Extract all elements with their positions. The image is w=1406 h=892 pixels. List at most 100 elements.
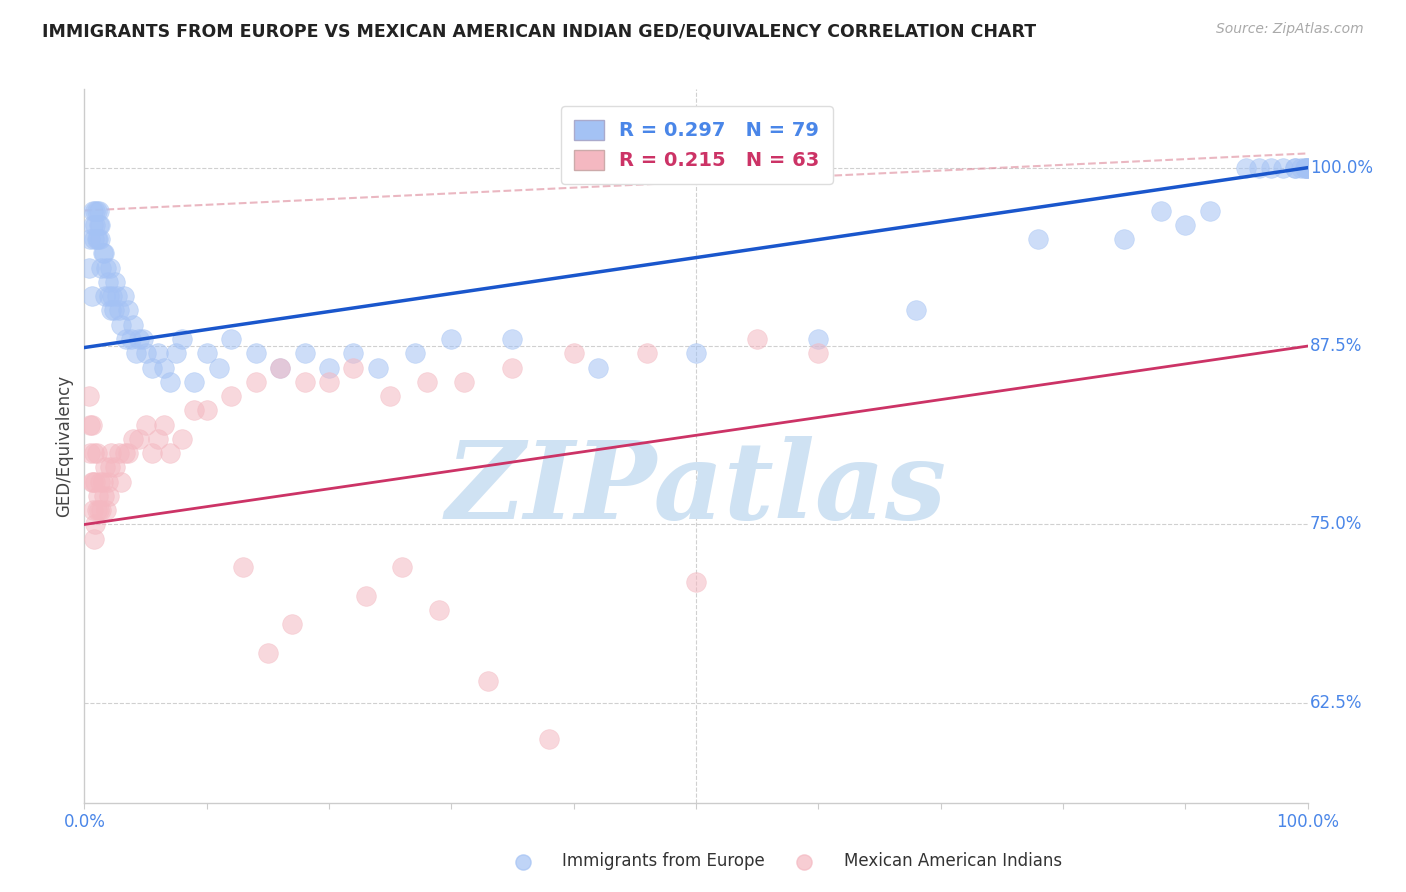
Point [747,332,769,346]
Point [86,232,108,246]
Point [245,346,267,360]
Point [84,517,107,532]
Point [477,674,499,689]
Point [79,446,101,460]
Point [104,460,127,475]
Point [1295,161,1317,175]
Text: IMMIGRANTS FROM EUROPE VS MEXICAN AMERICAN INDIAN GED/EQUIVALENCY CORRELATION CH: IMMIGRANTS FROM EUROPE VS MEXICAN AMERIC… [42,22,1036,40]
Point [105,289,128,303]
Point [172,432,194,446]
Point [117,303,139,318]
Point [110,475,132,489]
Point [281,617,304,632]
Text: Source: ZipAtlas.com: Source: ZipAtlas.com [1216,22,1364,37]
Point [83,232,105,246]
Y-axis label: GED/Equivalency: GED/Equivalency [55,375,73,517]
Point [82,218,104,232]
Point [98,460,121,475]
Point [97,289,120,303]
Point [404,346,426,360]
Point [141,446,163,460]
Point [94,460,117,475]
Point [80,475,103,489]
Point [107,303,129,318]
Point [636,346,658,360]
Point [153,417,176,432]
Point [219,389,242,403]
Point [453,375,475,389]
Text: Mexican American Indians: Mexican American Indians [844,852,1062,870]
Text: Immigrants from Europe: Immigrants from Europe [562,852,765,870]
Point [135,346,157,360]
Point [110,318,132,332]
Point [125,346,148,360]
Point [1028,232,1050,246]
Point [318,375,340,389]
Point [1294,161,1316,175]
Point [93,246,115,260]
Point [1284,161,1306,175]
Point [96,260,118,275]
Point [1296,161,1319,175]
Point [793,855,815,869]
Text: ZIPatlas: ZIPatlas [446,436,946,541]
Point [97,275,120,289]
Point [183,403,205,417]
Point [269,360,291,375]
Point [89,232,111,246]
Point [195,403,218,417]
Point [1198,203,1220,218]
Point [416,375,439,389]
Point [245,375,267,389]
Point [354,589,377,603]
Point [100,446,122,460]
Point [165,346,187,360]
Point [1296,161,1319,175]
Point [391,560,413,574]
Point [219,332,242,346]
Point [120,332,142,346]
Point [807,346,830,360]
Point [1150,203,1173,218]
Point [100,303,122,318]
Point [1284,161,1306,175]
Point [82,203,104,218]
Point [84,475,107,489]
Point [318,360,340,375]
Point [97,475,120,489]
Point [89,475,111,489]
Point [342,346,364,360]
Point [79,417,101,432]
Point [172,332,194,346]
Text: 75.0%: 75.0% [1310,516,1362,533]
Text: 62.5%: 62.5% [1310,694,1362,712]
Point [91,475,114,489]
Point [77,260,100,275]
Point [117,446,139,460]
Point [1247,161,1270,175]
Point [80,289,103,303]
Point [232,560,254,574]
Point [84,203,107,218]
Point [146,432,169,446]
Point [440,332,463,346]
Point [91,246,114,260]
Point [208,360,231,375]
Point [159,446,181,460]
Point [87,232,110,246]
Point [101,289,124,303]
Point [82,475,104,489]
Point [807,332,830,346]
Point [96,503,118,517]
Point [107,446,129,460]
Point [90,503,112,517]
Point [87,218,110,232]
Point [80,417,103,432]
Point [153,360,176,375]
Point [112,289,135,303]
Point [114,446,136,460]
Point [141,360,163,375]
Point [115,332,138,346]
Point [93,489,115,503]
Point [83,532,105,546]
